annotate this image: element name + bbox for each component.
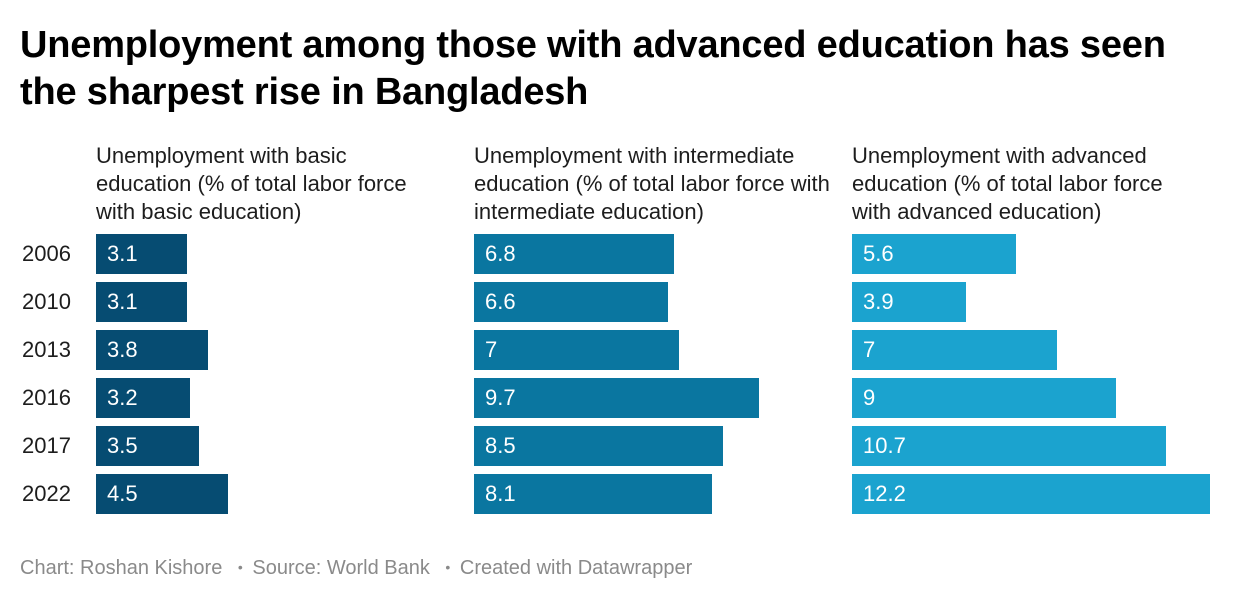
footer-separator: • (445, 559, 451, 575)
bar-value-label: 3.5 (107, 433, 138, 458)
chart-title: Unemployment among those with advanced e… (20, 24, 1166, 113)
bar-value-label: 8.5 (485, 433, 516, 458)
year-label: 2006 (22, 241, 71, 266)
bar-basic-2022: 4.5 (96, 474, 228, 514)
bar-basic-2016: 3.2 (96, 378, 190, 418)
panel-advanced: Unemployment with advanced education (% … (852, 142, 1207, 226)
bar-value-label: 5.6 (863, 241, 894, 266)
bar-value-label: 3.1 (107, 289, 138, 314)
bar-value-label: 3.1 (107, 241, 138, 266)
chart-footer: Chart: Roshan Kishore • Source: World Ba… (20, 554, 692, 581)
bar-value-label: 3.8 (107, 337, 138, 362)
bar-basic-2013: 3.8 (96, 330, 208, 370)
bar-advanced-2013: 7 (852, 330, 1057, 370)
bar-intermediate-2017: 8.5 (474, 426, 723, 466)
year-label: 2022 (22, 481, 71, 506)
bar-value-label: 8.1 (485, 481, 516, 506)
year-label: 2016 (22, 385, 71, 410)
bar-value-label: 12.2 (863, 481, 906, 506)
bar-intermediate-2010: 6.6 (474, 282, 668, 322)
panel-label-intermediate: Unemployment with intermediate education… (474, 143, 830, 224)
footer-separator: • (237, 559, 243, 575)
bar-advanced-2010: 3.9 (852, 282, 966, 322)
bar-value-label: 3.2 (107, 385, 138, 410)
bar-value-label: 9 (863, 385, 876, 410)
panel-basic: Unemployment with basic education (% of … (96, 142, 446, 226)
bar-intermediate-2006: 6.8 (474, 234, 674, 274)
panel-label-basic: Unemployment with basic education (% of … (96, 143, 407, 224)
bar-intermediate-2016: 9.7 (474, 378, 759, 418)
bar-advanced-2016: 9 (852, 378, 1116, 418)
footer-chart-by: Chart: Roshan Kishore (20, 557, 223, 579)
bar-value-label: 7 (863, 337, 876, 362)
bar-advanced-2006: 5.6 (852, 234, 1016, 274)
bar-value-label: 6.6 (485, 289, 516, 314)
year-label: 2010 (22, 289, 71, 314)
bar-basic-2017: 3.5 (96, 426, 199, 466)
footer-created: Created with Datawrapper (459, 557, 693, 579)
bar-value-label: 10.7 (863, 433, 906, 458)
bar-intermediate-2022: 8.1 (474, 474, 712, 514)
bar-basic-2006: 3.1 (96, 234, 187, 274)
bar-basic-2010: 3.1 (96, 282, 187, 322)
bar-intermediate-2013: 7 (474, 330, 679, 370)
bar-value-label: 4.5 (107, 481, 138, 506)
bar-advanced-2017: 10.7 (852, 426, 1166, 466)
footer-source: Source: World Bank (252, 557, 430, 579)
bar-value-label: 3.9 (863, 289, 894, 314)
bar-value-label: 9.7 (485, 385, 516, 410)
year-label: 2017 (22, 433, 71, 458)
panel-label-advanced: Unemployment with advanced education (% … (852, 143, 1163, 224)
bar-value-label: 6.8 (485, 241, 516, 266)
bar-advanced-2022: 12.2 (852, 474, 1210, 514)
year-label: 2013 (22, 337, 71, 362)
panel-intermediate: Unemployment with intermediate education… (474, 142, 834, 226)
bar-value-label: 7 (485, 337, 498, 362)
